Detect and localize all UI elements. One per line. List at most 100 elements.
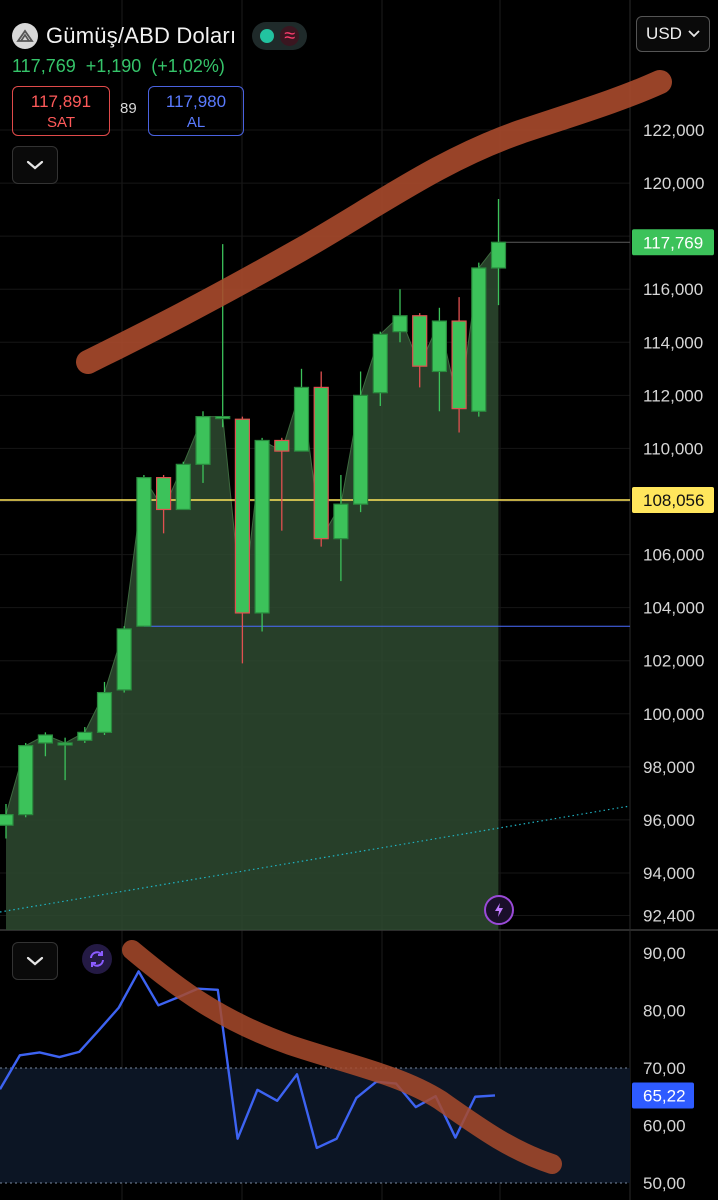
candle[interactable] (18, 742, 34, 818)
price-axis-label: 100,000 (643, 705, 704, 724)
candle-body (195, 415, 211, 465)
candle-body (96, 691, 113, 733)
candle[interactable] (156, 474, 172, 534)
market-status-badge[interactable]: ≈ (252, 22, 308, 50)
candle[interactable] (175, 461, 191, 511)
collapse-header-button[interactable] (12, 146, 58, 184)
rsi-value-tag-label: 65,22 (643, 1086, 686, 1105)
level-tag-label: 108,056 (643, 491, 704, 510)
price-change: +1,190 (85, 56, 142, 76)
candle[interactable] (0, 804, 14, 839)
dotted-trendline (0, 805, 631, 913)
candlesticks[interactable] (0, 198, 507, 839)
candle-body (293, 386, 310, 452)
price-axis-label: 98,000 (643, 758, 695, 777)
candle-body (451, 320, 467, 410)
chevron-down-icon (26, 160, 44, 170)
candle-body (156, 477, 172, 511)
candle-body (18, 745, 34, 816)
candle[interactable] (471, 262, 487, 417)
candle[interactable] (96, 681, 113, 736)
candle[interactable] (254, 437, 270, 632)
refresh-icon (90, 951, 104, 967)
candle[interactable] (57, 737, 73, 781)
buy-label: AL (186, 113, 206, 131)
candle[interactable] (392, 289, 408, 343)
candle[interactable] (490, 198, 507, 306)
sell-price: 117,891 (30, 91, 92, 111)
candle-body (234, 418, 250, 614)
last-price: 117,769 (12, 56, 76, 76)
candle-body (37, 734, 54, 744)
candle-body (372, 333, 388, 394)
spread-value: 89 (120, 100, 137, 117)
candle-body (116, 628, 132, 691)
last-price-tag (632, 229, 714, 256)
candle[interactable] (451, 297, 467, 433)
candle[interactable] (215, 244, 231, 428)
candle[interactable] (293, 368, 310, 452)
candle-body (175, 463, 191, 511)
rsi-line[interactable] (0, 970, 496, 1150)
candle-body (313, 386, 329, 540)
instrument-title: Gümüş/ABD Doları (46, 23, 237, 48)
candle-body (274, 439, 290, 452)
currency-select[interactable]: USD (636, 16, 710, 52)
price-axis-label: 92,400 (643, 906, 695, 925)
candle[interactable] (372, 331, 388, 406)
candle[interactable] (77, 727, 93, 743)
price-axis-label: 122,000 (643, 121, 704, 140)
price-area-fill (6, 242, 499, 931)
candle[interactable] (431, 307, 447, 412)
price-change-percent: (+1,02%) (151, 56, 225, 76)
candle[interactable] (353, 371, 369, 513)
candle-body (57, 742, 73, 746)
rsi-value-tag (632, 1082, 694, 1109)
candle[interactable] (412, 313, 428, 388)
price-axis-label: 96,000 (643, 811, 695, 830)
candle-body (392, 315, 408, 333)
candle[interactable] (136, 474, 152, 627)
price-axis-label: 94,000 (643, 864, 695, 883)
candle-body (333, 503, 349, 540)
rsi-axis-label: 60,00 (643, 1117, 686, 1136)
price-axis-label: 104,000 (643, 599, 704, 618)
trend-annotations (76, 70, 672, 1174)
price-axis-label: 120,000 (643, 174, 704, 193)
price-axis-label: 106,000 (643, 546, 704, 565)
wave-icon: ≈ (280, 26, 300, 46)
buy-price: 117,980 (165, 91, 227, 111)
price-axis-label: 116,000 (643, 280, 703, 299)
rsi-axis-label: 50,00 (643, 1174, 686, 1193)
candle-body (136, 477, 152, 627)
candle-body (77, 731, 93, 741)
rsi-axis-label: 80,00 (643, 1002, 686, 1021)
indicator-settings-button[interactable] (82, 944, 112, 974)
candle[interactable] (37, 732, 54, 757)
buy-button[interactable]: 117,980 AL (148, 86, 244, 136)
level-tag (632, 487, 714, 514)
candle-body (0, 814, 14, 826)
candle[interactable] (195, 411, 211, 483)
instrument-header: Gümüş/ABD Doları ≈ (12, 20, 308, 52)
currency-value: USD (646, 24, 682, 43)
upper-trend-stroke (76, 70, 672, 374)
collapse-indicator-button[interactable] (12, 942, 58, 980)
price-summary: 117,769 +1,190 (+1,02%) (12, 56, 225, 77)
candle[interactable] (274, 437, 290, 531)
price-axis: 122,000120,000118,000116,000114,000112,0… (632, 121, 714, 1193)
sell-button[interactable]: 117,891 SAT (12, 86, 110, 136)
candle[interactable] (333, 474, 349, 582)
quick-trade-button[interactable] (484, 895, 514, 925)
candle[interactable] (116, 626, 132, 693)
chevron-down-icon (26, 956, 44, 966)
candle[interactable] (313, 371, 329, 547)
price-axis-label: 110,000 (643, 439, 703, 458)
candle-body (431, 320, 447, 373)
candle-body (471, 267, 487, 412)
candle-body (353, 394, 369, 505)
candle[interactable] (234, 416, 250, 664)
lightning-icon (495, 903, 503, 917)
lower-trend-stroke (122, 940, 562, 1174)
